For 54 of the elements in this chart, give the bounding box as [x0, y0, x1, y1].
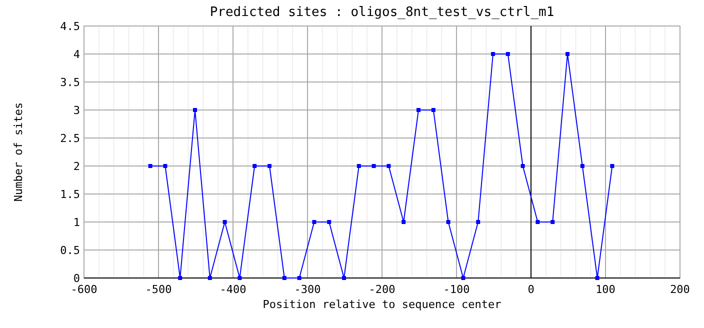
y-tick-label: 2: [73, 160, 80, 173]
point: [461, 276, 466, 280]
x-tick-label: 100: [596, 283, 616, 296]
point: [595, 276, 600, 280]
x-tick-label: 0: [528, 283, 534, 296]
point: [520, 164, 525, 168]
x-tick-label: -600: [70, 283, 98, 296]
point: [550, 220, 555, 224]
point: [386, 164, 391, 168]
y-tick-label: 3.5: [60, 76, 80, 89]
point: [446, 220, 450, 224]
point: [178, 276, 182, 280]
point: [222, 220, 227, 224]
y-tick-label: 0.5: [60, 244, 80, 257]
point: [610, 164, 614, 168]
point: [356, 164, 361, 168]
x-tick-label: -100: [443, 283, 470, 296]
x-tick-label: -200: [368, 283, 396, 296]
point: [238, 276, 242, 280]
y-tick-label: 3: [73, 104, 80, 117]
y-axis-title: Number of sites: [12, 102, 25, 202]
point: [372, 164, 376, 168]
y-tick-label: 4: [73, 48, 80, 61]
point: [193, 108, 198, 112]
chart-title: Predicted sites : oligos_8nt_test_vs_ctrl_m1: [210, 5, 554, 20]
point: [312, 220, 316, 224]
y-tick-label: 1: [73, 216, 80, 229]
point: [491, 52, 496, 56]
point: [208, 276, 212, 280]
point: [148, 164, 152, 168]
point: [268, 164, 272, 168]
point: [431, 108, 436, 112]
y-tick-label: 1.5: [60, 188, 80, 201]
x-axis-title: Position relative to sequence center: [262, 298, 502, 311]
point: [580, 164, 584, 168]
x-tick-label: -500: [145, 283, 172, 296]
point: [416, 108, 421, 112]
x-tick-label: 200: [670, 283, 690, 296]
point: [327, 220, 332, 224]
point: [297, 276, 302, 280]
x-tick-label: -300: [294, 283, 321, 296]
point: [163, 164, 168, 168]
point: [476, 220, 480, 224]
point: [252, 164, 257, 168]
point: [282, 276, 286, 280]
point: [566, 52, 570, 56]
y-tick-label: 0: [73, 272, 80, 285]
y-tick-label: 2.5: [60, 132, 80, 145]
x-tick-label: -400: [220, 283, 246, 296]
point: [342, 276, 346, 280]
point: [536, 220, 540, 224]
point: [402, 220, 406, 224]
y-tick-label: 4.5: [60, 20, 80, 33]
point: [506, 52, 510, 56]
